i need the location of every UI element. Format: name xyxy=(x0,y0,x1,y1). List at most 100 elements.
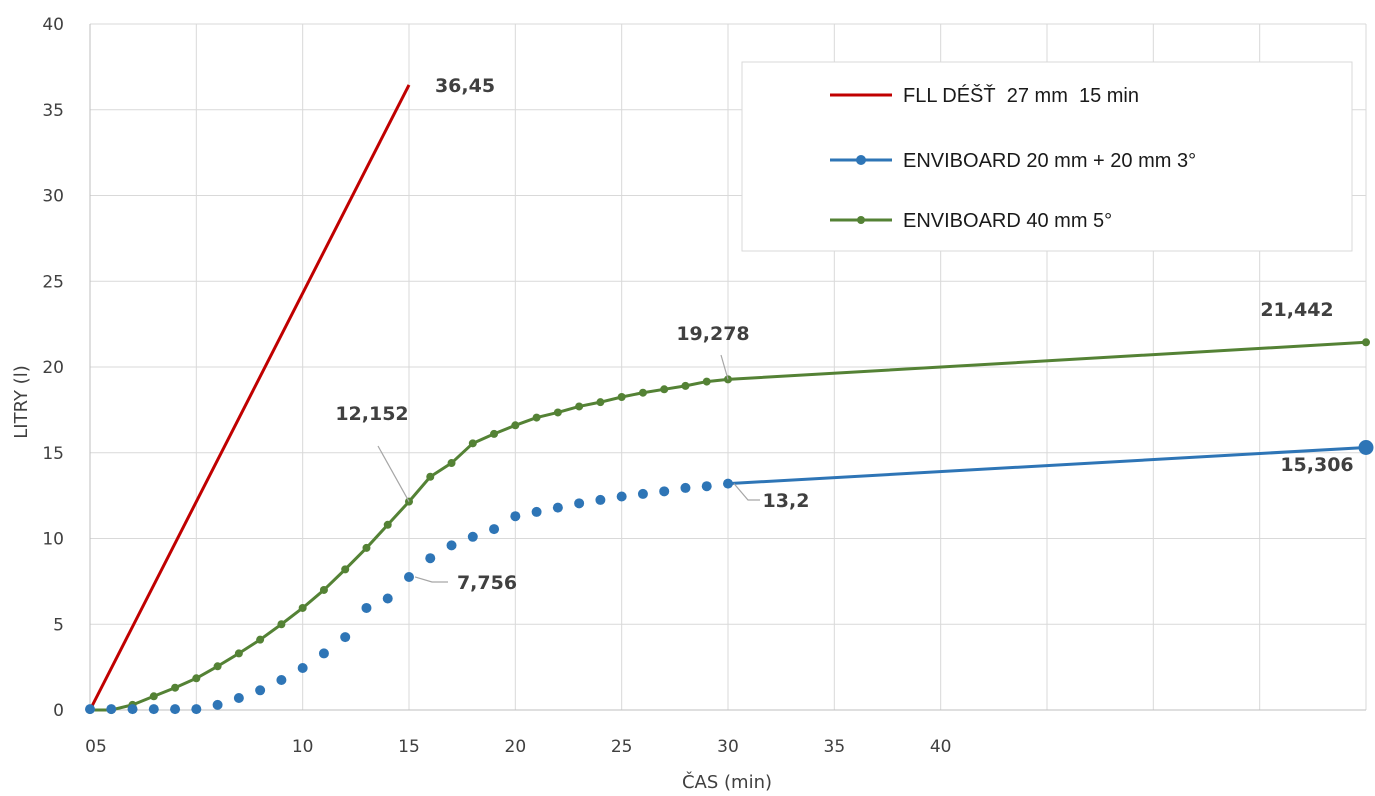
data-labels: 36,45 12,152 19,278 21,442 7,756 13,2 15,306 xyxy=(335,75,1353,594)
series-line-enviboard-20 xyxy=(727,446,1367,486)
point-enviboard-40 xyxy=(213,662,222,671)
point-enviboard-40 xyxy=(553,408,562,417)
point-enviboard-40 xyxy=(638,388,647,397)
y-tick-label: 5 xyxy=(53,615,64,635)
point-enviboard-40 xyxy=(1362,338,1370,347)
point-enviboard-20 xyxy=(233,692,244,703)
point-enviboard-20 xyxy=(382,593,393,604)
point-enviboard-20 xyxy=(552,502,563,513)
point-enviboard-40 xyxy=(234,649,243,658)
x-tick-label: 20 xyxy=(505,737,527,757)
data-label: 12,152 xyxy=(335,403,408,425)
legend-marker-enviboard-40 xyxy=(857,216,865,224)
y-tick-label: 35 xyxy=(42,101,64,121)
point-enviboard-40 xyxy=(660,385,669,394)
point-enviboard-40 xyxy=(171,683,180,692)
point-enviboard-20 xyxy=(467,531,478,542)
data-label: 7,756 xyxy=(457,572,517,594)
point-enviboard-40 xyxy=(468,439,477,448)
point-enviboard-40 xyxy=(447,459,456,468)
point-enviboard-40 xyxy=(362,543,371,552)
point-enviboard-40 xyxy=(149,692,158,701)
point-enviboard-20 xyxy=(595,494,606,505)
point-enviboard-40 xyxy=(426,472,435,481)
y-axis-title: LITRY (l) xyxy=(11,365,32,438)
point-enviboard-20 xyxy=(255,685,266,696)
point-enviboard-20 xyxy=(659,486,670,497)
point-enviboard-40 xyxy=(575,402,584,411)
point-enviboard-20 xyxy=(340,632,351,643)
point-enviboard-40 xyxy=(383,520,392,529)
y-tick-label: 40 xyxy=(42,15,64,35)
point-enviboard-40 xyxy=(256,635,265,644)
point-enviboard-40 xyxy=(617,393,626,402)
point-enviboard-20 xyxy=(723,478,733,489)
x-axis-title: ČAS (min) xyxy=(682,771,772,793)
point-enviboard-20 xyxy=(616,491,627,502)
point-enviboard-20 xyxy=(361,602,372,613)
legend-marker-enviboard-20 xyxy=(856,155,866,165)
point-enviboard-40 xyxy=(702,377,711,386)
point-enviboard-40 xyxy=(277,620,286,629)
point-enviboard-20 xyxy=(297,662,308,673)
point-enviboard-20 xyxy=(85,704,95,715)
point-enviboard-40 xyxy=(532,413,541,422)
y-tick-label: 25 xyxy=(42,272,64,292)
point-enviboard-40 xyxy=(490,429,499,438)
point-enviboard-40 xyxy=(341,565,350,574)
point-enviboard-20 xyxy=(510,511,521,522)
x-tick-labels: 05 10 15 20 25 30 35 40 xyxy=(85,737,951,757)
x-tick-label: 30 xyxy=(717,737,739,757)
legend-label-enviboard-40: ENVIBOARD 40 mm 5° xyxy=(903,210,1112,232)
data-label: 15,306 xyxy=(1280,454,1353,476)
point-enviboard-40 xyxy=(192,674,201,683)
data-label: 36,45 xyxy=(435,75,495,97)
x-tick-label: 25 xyxy=(611,737,633,757)
data-label: 13,2 xyxy=(763,490,810,512)
point-enviboard-20 xyxy=(680,482,691,493)
point-enviboard-20 xyxy=(127,704,138,715)
legend: FLL DÉŠŤ 27 mm 15 min ENVIBOARD 20 mm + … xyxy=(741,61,1353,252)
point-enviboard-40 xyxy=(596,398,605,407)
point-enviboard-40 xyxy=(681,381,690,390)
point-enviboard-20 xyxy=(489,524,500,535)
y-tick-label: 15 xyxy=(42,444,64,464)
x-tick-label: 10 xyxy=(292,737,314,757)
legend-label-fll: FLL DÉŠŤ 27 mm 15 min xyxy=(903,84,1139,107)
y-tick-label: 30 xyxy=(42,187,64,207)
y-tick-label: 10 xyxy=(42,530,64,550)
point-enviboard-40 xyxy=(298,603,307,612)
point-enviboard-20 xyxy=(148,704,159,715)
point-enviboard-20 xyxy=(446,540,457,551)
leader-line xyxy=(414,576,448,583)
series-layer xyxy=(85,84,1374,715)
y-tick-label: 20 xyxy=(42,358,64,378)
leader-line xyxy=(377,445,410,502)
point-enviboard-20 xyxy=(318,648,329,659)
x-tick-label: 40 xyxy=(930,737,952,757)
data-label: 21,442 xyxy=(1260,299,1333,321)
x-tick-label: 15 xyxy=(398,737,420,757)
point-enviboard-20 xyxy=(425,553,436,564)
y-tick-labels: 0 5 10 15 20 25 30 35 40 xyxy=(42,15,64,721)
point-enviboard-20 xyxy=(701,481,712,492)
grid xyxy=(90,23,1367,710)
point-enviboard-20 xyxy=(531,506,542,517)
point-enviboard-20 xyxy=(1358,440,1374,456)
point-enviboard-20 xyxy=(191,704,202,715)
point-enviboard-20 xyxy=(170,704,181,715)
y-tick-label: 0 xyxy=(53,701,64,721)
series-line-fll xyxy=(88,84,411,711)
point-enviboard-20 xyxy=(212,699,223,710)
legend-label-enviboard-20: ENVIBOARD 20 mm + 20 mm 3° xyxy=(903,150,1196,172)
data-label: 19,278 xyxy=(676,323,749,345)
point-enviboard-40 xyxy=(319,585,328,594)
leader-line xyxy=(720,354,729,380)
axes xyxy=(89,24,1366,711)
x-tick-label: 05 xyxy=(85,737,107,757)
point-enviboard-20 xyxy=(106,704,117,715)
point-enviboard-20 xyxy=(276,674,287,685)
leader-line xyxy=(733,483,760,501)
point-enviboard-20 xyxy=(404,571,414,582)
